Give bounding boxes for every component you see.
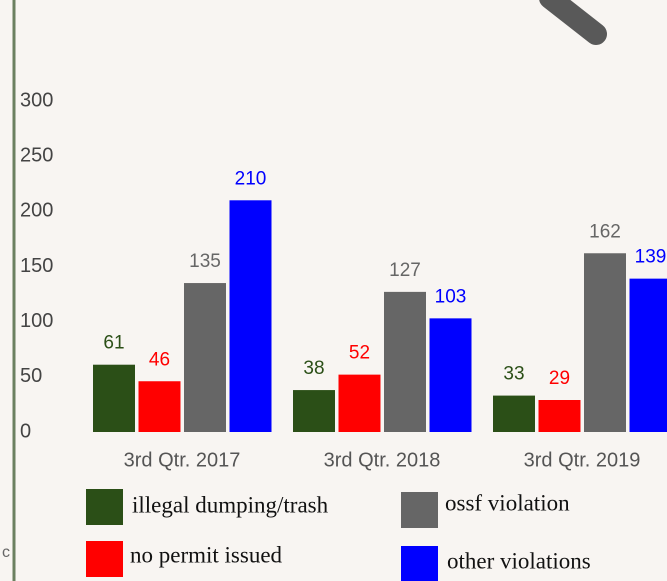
bar: [429, 318, 472, 432]
bar: [229, 200, 272, 432]
x-tick-label: 3rd Qtr. 2018: [324, 449, 441, 471]
bar: [93, 364, 135, 432]
value-label: 61: [103, 333, 124, 354]
bar: [384, 291, 426, 432]
y-tick-label: 0: [20, 420, 31, 442]
value-label: 38: [303, 358, 324, 379]
bar: [538, 400, 581, 432]
legend-swatch: [401, 546, 438, 581]
y-tick-label: 50: [20, 365, 42, 387]
bar: [338, 374, 381, 432]
value-label: 33: [503, 364, 524, 385]
bar: [293, 390, 335, 432]
bar: [184, 283, 226, 432]
value-label: 52: [349, 343, 370, 364]
value-label: 103: [435, 286, 467, 307]
y-tick-label: 200: [20, 200, 53, 222]
value-label: 135: [189, 251, 221, 272]
y-tick-label: 150: [20, 255, 53, 277]
legend-swatch: [401, 492, 438, 528]
value-label: 162: [589, 221, 621, 242]
value-label: 139: [635, 247, 667, 268]
bar: [629, 278, 667, 432]
value-label: 46: [149, 349, 170, 370]
value-label: 127: [389, 260, 421, 281]
value-label: 29: [549, 368, 570, 389]
x-tick-label: 3rd Qtr. 2017: [124, 449, 241, 471]
y-tick-label: 300: [20, 89, 53, 111]
x-tick-label: 3rd Qtr. 2019: [524, 449, 641, 471]
value-label: 210: [235, 168, 267, 189]
y-tick-label: 100: [20, 310, 53, 332]
legend-label: no permit issued: [130, 542, 283, 567]
legend-swatch: [86, 489, 123, 525]
bar: [493, 395, 535, 432]
bar: [138, 381, 181, 432]
legend-swatch: [86, 541, 123, 577]
legend-label: ossf violation: [445, 490, 570, 515]
bar: [584, 253, 626, 432]
fragment-text: c: [2, 544, 10, 561]
y-tick-label: 250: [20, 144, 53, 166]
legend-label: illegal dumping/trash: [132, 492, 329, 517]
legend-label: other violations: [447, 548, 591, 573]
decoration: [539, 0, 607, 45]
